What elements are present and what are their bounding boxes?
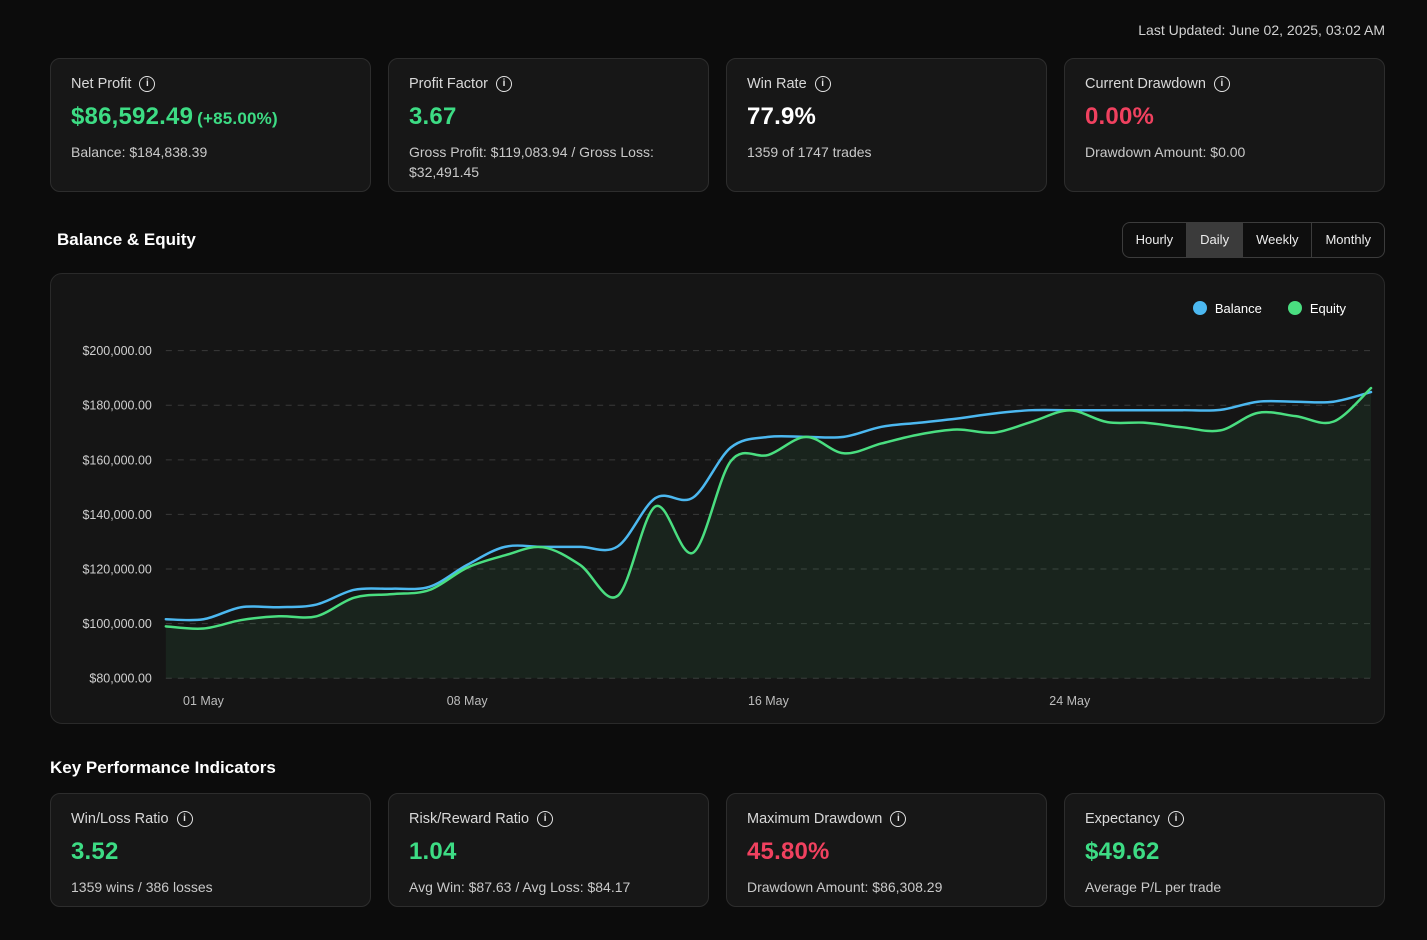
legend-label: Balance xyxy=(1214,300,1262,316)
chart-section-title: Balance & Equity xyxy=(57,229,196,249)
chart-section-header: Balance & Equity Hourly Daily Weekly Mon… xyxy=(50,222,1385,258)
timeframe-toggle: Hourly Daily Weekly Monthly xyxy=(1121,222,1385,258)
y-axis-label: $140,000.00 xyxy=(82,508,151,522)
card-subtext: Gross Profit: $119,083.94 / Gross Loss: … xyxy=(409,144,654,181)
equity-line xyxy=(164,386,1373,630)
card-title: Risk/Reward Ratio xyxy=(409,810,530,827)
net-profit-percent: (+85.00%) xyxy=(197,109,278,128)
stat-card-current-drawdown: Current Drawdown i 0.00% Drawdown Amount… xyxy=(1064,58,1385,192)
timeframe-hourly-button[interactable]: Hourly xyxy=(1123,223,1187,257)
win-rate-value: 77.9% xyxy=(747,103,817,130)
info-icon[interactable]: i xyxy=(537,810,554,827)
card-title: Expectancy xyxy=(1085,810,1160,827)
stat-card-net-profit: Net Profit i $86,592.49 (+85.00%) Balance… xyxy=(50,58,371,192)
expectancy-value: $49.62 xyxy=(1085,837,1160,865)
equity-area-fill xyxy=(165,387,1372,678)
legend-label: Equity xyxy=(1309,300,1346,316)
net-profit-value: $86,592.49 (+85.00%) xyxy=(71,103,278,130)
timeframe-monthly-button[interactable]: Monthly xyxy=(1311,223,1384,257)
x-axis-label: 16 May xyxy=(748,694,790,708)
stat-card-profit-factor: Profit Factor i 3.67 Gross Profit: $119,… xyxy=(388,58,709,192)
kpi-section-title: Key Performance Indicators xyxy=(50,757,276,777)
card-subtext: Balance: $184,838.39 xyxy=(71,144,208,160)
timeframe-weekly-button[interactable]: Weekly xyxy=(1242,223,1311,257)
balance-equity-chart-panel: Balance Equity $200,000.00 $180,000.00 $16… xyxy=(50,272,1385,724)
info-icon[interactable]: i xyxy=(890,810,907,827)
y-axis-label: $180,000.00 xyxy=(82,398,151,412)
info-icon[interactable]: i xyxy=(814,76,831,92)
card-subtext: 1359 of 1747 trades xyxy=(747,144,872,160)
stat-cards-row: Net Profit i $86,592.49 (+85.00%) Balance… xyxy=(50,58,1385,192)
y-axis-label: $160,000.00 xyxy=(82,453,151,467)
equity-legend-dot-icon xyxy=(1287,301,1302,316)
maximum-drawdown-value: 45.80% xyxy=(747,837,830,865)
y-axis-label: $200,000.00 xyxy=(82,344,151,358)
win-loss-ratio-value: 3.52 xyxy=(71,837,119,865)
balance-line xyxy=(164,390,1373,621)
card-title: Profit Factor xyxy=(409,76,488,92)
info-icon[interactable]: i xyxy=(139,76,156,92)
profit-factor-value: 3.67 xyxy=(409,103,457,130)
risk-reward-ratio-value: 1.04 xyxy=(409,837,457,865)
x-axis-label: 08 May xyxy=(447,694,489,708)
timeframe-daily-button[interactable]: Daily xyxy=(1186,223,1243,257)
y-axis-label: $100,000.00 xyxy=(82,617,151,631)
legend-item-equity[interactable]: Equity xyxy=(1287,300,1346,316)
card-subtext: Avg Win: $87.63 / Avg Loss: $84.17 xyxy=(409,878,631,895)
card-title: Current Drawdown xyxy=(1085,76,1206,92)
card-title: Win Rate xyxy=(747,76,807,92)
info-icon[interactable]: i xyxy=(495,76,512,92)
card-subtext: 1359 wins / 386 losses xyxy=(71,878,213,895)
last-updated: Last Updated: June 02, 2025, 03:02 AM xyxy=(1138,22,1385,38)
chart-legend: Balance Equity xyxy=(1192,300,1346,316)
balance-equity-chart-canvas[interactable]: $200,000.00 $180,000.00 $160,000.00 $140,00… xyxy=(51,274,1384,723)
kpi-cards-row: Win/Loss Ratio i 3.52 1359 wins / 386 lo… xyxy=(50,792,1385,907)
kpi-card-maximum-drawdown: Maximum Drawdown i 45.80% Drawdown Amoun… xyxy=(726,792,1047,907)
card-subtext: Drawdown Amount: $0.00 xyxy=(1085,144,1246,160)
info-icon[interactable]: i xyxy=(176,810,193,827)
stat-card-win-rate: Win Rate i 77.9% 1359 of 1747 trades xyxy=(726,58,1047,192)
y-axis-label: $80,000.00 xyxy=(89,671,151,685)
x-axis-label: 01 May xyxy=(183,694,225,708)
info-icon[interactable]: i xyxy=(1167,810,1184,827)
y-axis-label: $120,000.00 xyxy=(82,562,151,576)
kpi-card-win-loss-ratio: Win/Loss Ratio i 3.52 1359 wins / 386 lo… xyxy=(50,792,371,907)
card-subtext: Average P/L per trade xyxy=(1085,878,1222,895)
card-title: Net Profit xyxy=(71,76,132,92)
card-subtext: Drawdown Amount: $86,308.29 xyxy=(747,878,943,895)
card-title: Maximum Drawdown xyxy=(747,810,883,827)
legend-item-balance[interactable]: Balance xyxy=(1192,300,1262,316)
kpi-section-header: Key Performance Indicators xyxy=(50,758,1385,778)
current-drawdown-value: 0.00% xyxy=(1085,103,1155,130)
info-icon[interactable]: i xyxy=(1213,76,1230,92)
kpi-card-risk-reward-ratio: Risk/Reward Ratio i 1.04 Avg Win: $87.63… xyxy=(388,792,709,907)
balance-legend-dot-icon xyxy=(1192,301,1207,316)
card-title: Win/Loss Ratio xyxy=(71,810,169,827)
kpi-card-expectancy: Expectancy i $49.62 Average P/L per trad… xyxy=(1064,792,1385,907)
x-axis-label: 24 May xyxy=(1049,694,1091,708)
